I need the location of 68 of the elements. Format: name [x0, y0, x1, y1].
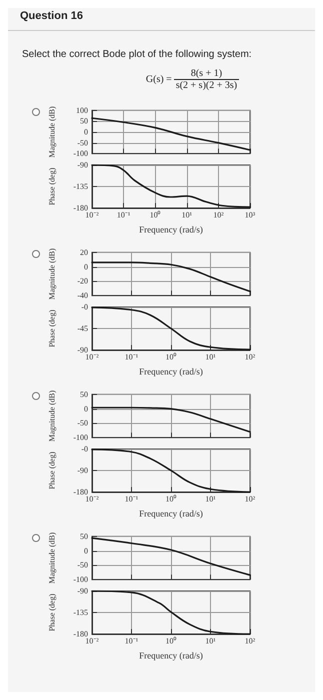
x-axis-title: Frequency (rad/s)	[139, 366, 203, 376]
y-tick-label: 0	[84, 262, 88, 272]
y-axis-title: Phase (deg)	[48, 167, 56, 206]
y-tick-label: -90	[77, 346, 88, 354]
x-tick-label: 10⁻¹	[124, 636, 139, 646]
y-axis-title: Magnitude (dB)	[48, 390, 56, 442]
y-tick-label: -0	[81, 302, 88, 312]
x-tick-label: 10⁰	[166, 636, 176, 646]
y-tick-label: -180	[73, 630, 88, 638]
text: Question 16	[8, 8, 315, 31]
y-tick-label: -180	[73, 204, 88, 212]
y-tick-label: -20	[77, 276, 88, 286]
y-tick-label: -135	[73, 608, 88, 617]
y-tick-label: -90	[77, 466, 88, 475]
y-tick-label: -0	[81, 444, 88, 454]
text: s(2 + s)(2 + 3s)	[176, 80, 238, 90]
x-tick-label: 10¹	[205, 636, 216, 646]
y-axis-title: Phase (deg)	[48, 451, 56, 490]
y-tick-label: -180	[73, 488, 88, 496]
x-tick-label: 10⁻²	[85, 636, 100, 646]
y-axis-title: Magnitude (dB)	[48, 248, 56, 300]
y-tick-label: 20	[80, 248, 88, 257]
x-tick-label: 10²	[244, 636, 256, 646]
x-tick-label: 10⁻¹	[124, 494, 139, 504]
y-tick-label: -90	[77, 160, 88, 170]
x-tick-label: 10²	[213, 210, 224, 220]
x-axis-title: Frequency (rad/s)	[139, 224, 203, 234]
text: Select the correct Bode plot of the following system:	[21, 48, 253, 62]
y-tick-label: -45	[77, 324, 88, 333]
y-axis-title: Magnitude (dB)	[48, 106, 56, 158]
x-tick-label: 10³	[244, 210, 256, 220]
y-tick-label: -40	[77, 291, 88, 300]
y-tick-label: -100	[73, 575, 88, 584]
x-tick-label: 10⁰	[166, 352, 176, 362]
y-tick-label: -50	[77, 560, 88, 570]
y-axis-title: Phase (deg)	[48, 309, 56, 348]
x-tick-label: 10²	[244, 494, 256, 504]
x-tick-label: 10⁰	[150, 210, 161, 220]
x-tick-label: 10¹	[205, 352, 216, 362]
text: G(s) =	[146, 74, 172, 84]
x-axis-title: Frequency (rad/s)	[139, 650, 203, 660]
y-tick-label: 50	[80, 532, 88, 541]
x-axis-title: Frequency (rad/s)	[139, 508, 203, 518]
y-tick-label: -50	[77, 138, 88, 148]
y-tick-label: 0	[84, 128, 88, 136]
text: 8(s + 1)	[174, 68, 240, 80]
x-tick-label: 10²	[244, 352, 256, 362]
line-series	[91, 117, 251, 151]
x-tick-label: 10⁻²	[85, 494, 100, 504]
x-tick-label: 10⁻¹	[116, 210, 131, 220]
y-tick-label: 50	[80, 116, 88, 126]
y-axis-title: Phase (deg)	[48, 593, 56, 632]
y-tick-label: -135	[73, 182, 88, 191]
y-tick-label: -100	[73, 433, 88, 442]
x-tick-label: 10¹	[205, 494, 216, 504]
y-tick-label: -90	[77, 586, 88, 596]
y-tick-label: -100	[73, 149, 88, 158]
y-tick-label: 0	[84, 546, 88, 556]
y-tick-label: 100	[76, 106, 88, 115]
y-tick-label: -50	[77, 418, 88, 428]
x-tick-label: 10⁻¹	[124, 352, 139, 362]
x-tick-label: 10⁰	[166, 494, 176, 504]
x-tick-label: 10¹	[182, 210, 193, 220]
y-tick-label: 50	[80, 390, 88, 399]
y-axis-title: Magnitude (dB)	[48, 532, 56, 584]
x-tick-label: 10⁻²	[85, 352, 100, 362]
x-tick-label: 10⁻²	[85, 210, 100, 220]
y-tick-label: 0	[84, 404, 88, 414]
